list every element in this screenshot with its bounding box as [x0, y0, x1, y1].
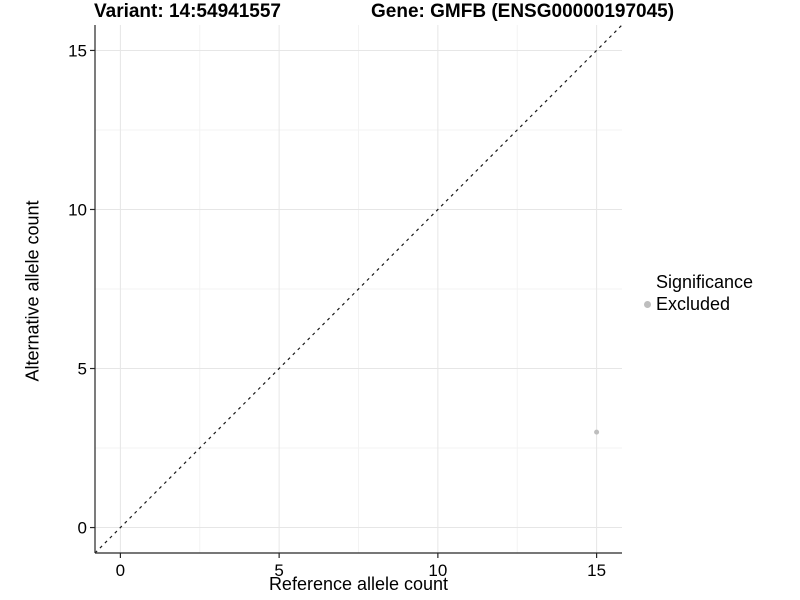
x-tick-label: 0 [116, 561, 125, 580]
y-tick-label: 10 [68, 200, 87, 219]
identity-dashed-line [94, 24, 623, 554]
y-tick-label: 5 [78, 360, 87, 379]
x-tick-label: 5 [274, 561, 283, 580]
legend-key-dot-icon [644, 301, 651, 308]
legend-title: Significance [656, 272, 754, 292]
legend: Significance Excluded [642, 272, 753, 315]
x-tick-label: 10 [428, 561, 447, 580]
gene-title: Gene: GMFB (ENSG00000197045) [371, 1, 675, 22]
y-axis-title: Alternative allele count [22, 200, 43, 382]
y-tick-label: 0 [78, 519, 87, 538]
data-point-excluded [594, 429, 600, 435]
variant-title: Variant: 14:54941557 [94, 1, 281, 22]
legend-item-excluded: Excluded [642, 294, 753, 315]
x-tick-label: 15 [587, 561, 606, 580]
legend-item-label: Excluded [656, 294, 731, 314]
x-axis-title: Reference allele count [268, 574, 449, 594]
y-tick-label: 15 [68, 41, 87, 60]
